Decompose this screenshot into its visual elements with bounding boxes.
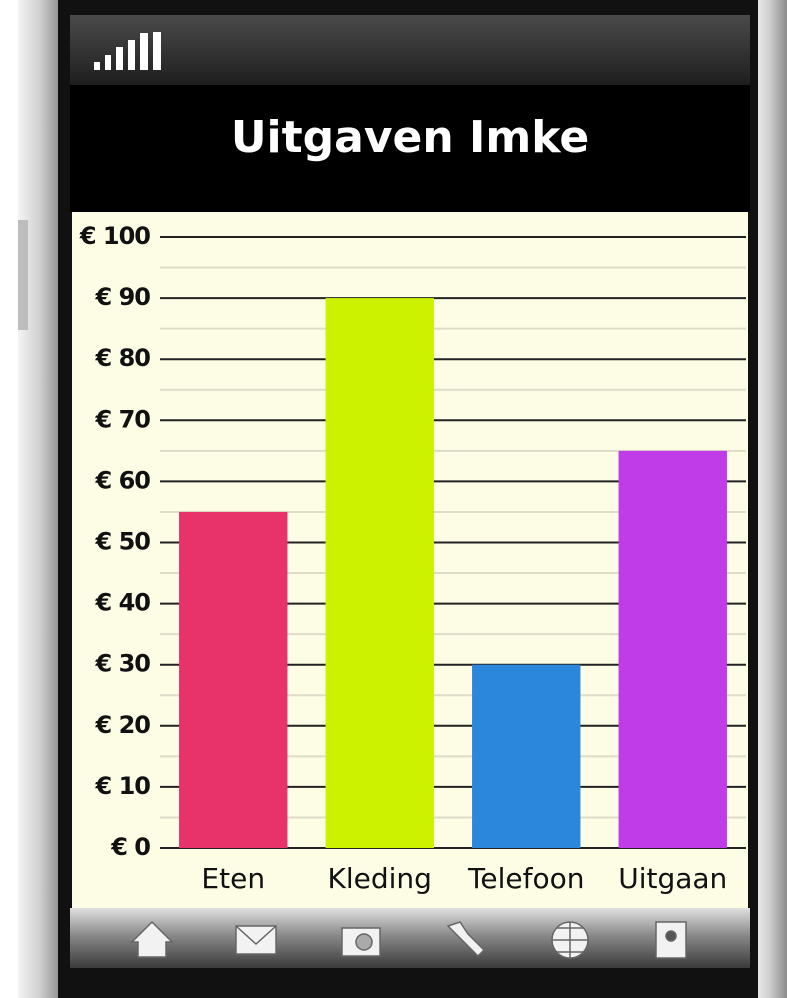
bar <box>618 450 727 848</box>
contacts-head <box>665 930 677 942</box>
settings-icon[interactable] <box>446 921 486 958</box>
tab-bar <box>70 908 750 968</box>
y-tick-label: € 0 <box>110 833 150 861</box>
status-bar <box>70 15 750 85</box>
mail-flap <box>235 925 277 946</box>
signal-icon <box>94 32 161 70</box>
x-tick-label: Eten <box>201 862 265 895</box>
x-tick-label: Kleding <box>328 862 432 895</box>
side-button <box>18 220 28 330</box>
y-tick-label: € 80 <box>95 344 151 372</box>
y-tick-label: € 100 <box>79 222 150 250</box>
y-tick-label: € 40 <box>95 589 151 617</box>
header <box>70 85 750 212</box>
y-tick-label: € 10 <box>95 772 151 800</box>
x-tick-label: Uitgaan <box>618 862 727 895</box>
home-icon[interactable] <box>130 920 174 958</box>
plot: € 0 € 10 € 20 € 30 € 40 € 50 € 60 € 70 € 80 € 90 €… <box>79 222 746 895</box>
bar <box>472 664 581 848</box>
y-tick-label: € 30 <box>95 650 151 678</box>
y-tick-label: € 60 <box>95 466 151 494</box>
bar <box>179 511 288 848</box>
mail-icon[interactable] <box>235 925 277 955</box>
frame-left <box>18 0 62 998</box>
tab-icons <box>130 920 687 959</box>
y-tick-label: € 70 <box>95 405 151 433</box>
y-tick-label: € 90 <box>95 283 151 311</box>
y-tick-label: € 50 <box>95 528 151 556</box>
camera-lens <box>355 933 373 951</box>
y-tick-label: € 20 <box>95 711 151 739</box>
bar <box>325 298 434 849</box>
chart-title: Uitgaven Imke <box>231 112 589 163</box>
globe-lines <box>552 922 588 958</box>
x-tick-label: Telefoon <box>467 862 584 895</box>
